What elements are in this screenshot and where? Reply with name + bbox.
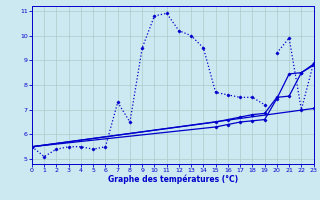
X-axis label: Graphe des températures (°C): Graphe des températures (°C) — [108, 175, 238, 184]
